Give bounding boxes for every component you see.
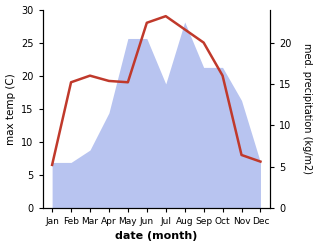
Y-axis label: med. precipitation (kg/m2): med. precipitation (kg/m2) <box>302 43 313 174</box>
Y-axis label: max temp (C): max temp (C) <box>5 73 16 144</box>
X-axis label: date (month): date (month) <box>115 231 197 242</box>
